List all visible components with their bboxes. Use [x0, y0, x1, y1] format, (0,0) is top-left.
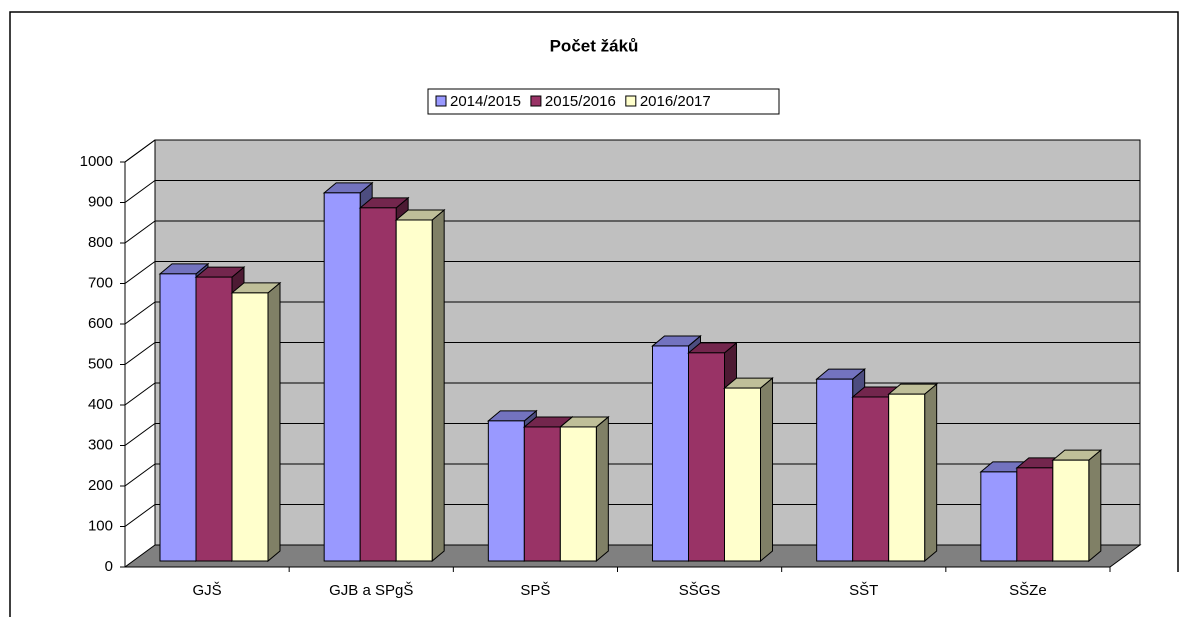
legend-label: 2016/2017	[640, 93, 711, 110]
y-tick-label: 900	[88, 193, 113, 210]
bar-side	[1088, 449, 1102, 563]
y-tick-label: 1000	[80, 153, 113, 170]
y-tick-label: 500	[88, 355, 113, 372]
legend-label: 2014/2015	[450, 93, 521, 110]
legend-box	[427, 88, 780, 115]
y-tick-label: 700	[88, 274, 113, 291]
legend-label: 2015/2016	[545, 93, 616, 110]
legend-swatch	[435, 95, 447, 107]
x-tick-label: GJB a SPgŠ	[329, 582, 413, 599]
x-tick-label: SŠZe	[1009, 582, 1047, 599]
bar	[559, 426, 597, 562]
bar	[359, 207, 397, 562]
bar	[1016, 467, 1054, 562]
grid-line	[124, 382, 1140, 406]
legend-swatch	[530, 95, 542, 107]
bar	[852, 396, 890, 562]
grid-line	[124, 301, 1140, 325]
bar	[688, 352, 725, 562]
bar	[652, 345, 689, 562]
y-tick-label: 300	[88, 436, 113, 453]
grid-line	[124, 261, 1140, 284]
y-tick-label: 100	[88, 517, 113, 534]
x-tick-label: SPŠ	[520, 582, 550, 599]
bar	[816, 378, 854, 562]
bar-side	[595, 415, 609, 563]
bar	[888, 393, 926, 562]
bar-side	[431, 208, 445, 563]
bar	[395, 219, 433, 562]
chart-title: Počet žáků	[550, 36, 639, 55]
grid-line	[124, 139, 1140, 163]
bar	[724, 387, 761, 562]
x-tick-label: SŠGS	[679, 582, 721, 599]
bar	[159, 273, 197, 562]
bar	[487, 420, 525, 562]
y-tick-label: 800	[88, 234, 113, 251]
y-tick-label: 400	[88, 396, 113, 413]
bar	[523, 426, 561, 562]
bar	[980, 471, 1018, 562]
grid-line	[124, 504, 1140, 527]
grid-line	[124, 220, 1140, 244]
grid-line	[124, 423, 1140, 446]
y-tick-label: 200	[88, 477, 113, 494]
bar	[323, 192, 361, 562]
bar-side	[760, 376, 773, 563]
grid-line	[124, 342, 1140, 365]
legend-swatch	[625, 95, 637, 107]
bar-side	[267, 281, 281, 563]
bar	[195, 276, 233, 562]
grid-line	[124, 463, 1140, 487]
grid-line	[124, 180, 1140, 203]
bar-side	[924, 383, 938, 563]
frame	[9, 11, 1179, 617]
x-tick-label: SŠT	[849, 582, 878, 599]
y-tick-label: 600	[88, 315, 113, 332]
y-tick-label: 0	[105, 558, 113, 575]
bar	[231, 292, 269, 562]
bar	[1052, 459, 1090, 562]
x-tick-label: GJŠ	[192, 582, 221, 599]
